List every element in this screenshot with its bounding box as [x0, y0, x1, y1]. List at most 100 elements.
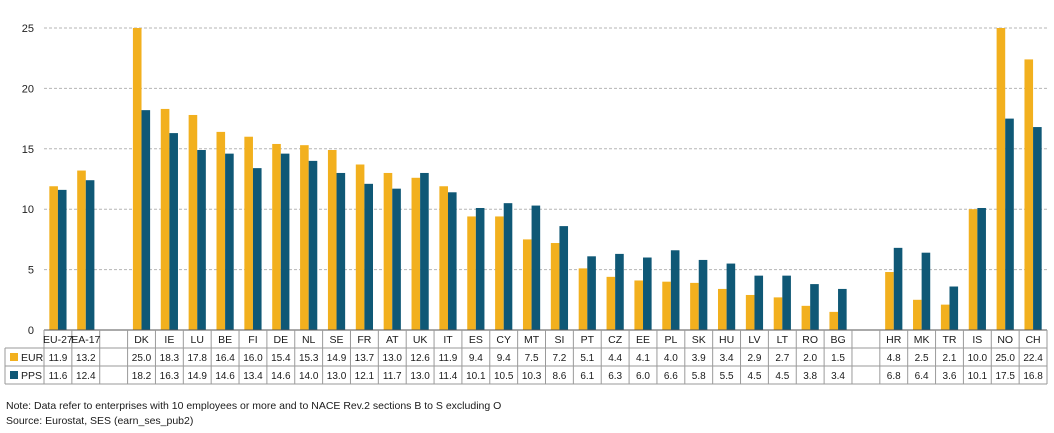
bar-pps: [225, 153, 234, 330]
bar-pps: [559, 226, 569, 330]
y-tick-label: 20: [22, 83, 34, 95]
data-value: 4.5: [748, 371, 762, 382]
data-value: 13.0: [383, 353, 403, 364]
bar-eur: [160, 108, 170, 330]
data-value: 9.4: [469, 353, 483, 364]
category-label: ES: [469, 334, 483, 346]
data-value: 25.0: [132, 353, 152, 364]
data-value: 10.0: [968, 353, 988, 364]
bar-eur: [745, 294, 755, 330]
data-value: 3.4: [831, 371, 845, 382]
data-value: 17.5: [995, 371, 1015, 382]
bar-pps: [754, 275, 764, 330]
bar-pps: [726, 263, 736, 330]
y-tick-label: 10: [22, 204, 34, 216]
bar-eur: [773, 297, 783, 330]
data-value: 2.1: [943, 353, 957, 364]
category-label: IE: [164, 334, 174, 346]
bar-eur: [606, 276, 616, 330]
category-label: CY: [496, 334, 511, 346]
data-value: 6.4: [915, 371, 929, 382]
bar-eur: [662, 281, 671, 330]
data-value: 10.5: [494, 371, 514, 382]
bar-pps: [531, 205, 541, 330]
bar-eur: [411, 177, 421, 330]
legend-label-eur: EUR: [21, 352, 44, 364]
source-note: Source: Eurostat, SES (earn_ses_pub2): [6, 415, 194, 427]
bar-eur: [968, 209, 978, 330]
legend-swatch-pps: [10, 371, 18, 379]
bar-eur: [690, 282, 699, 330]
data-value: 3.9: [692, 353, 706, 364]
data-value: 6.3: [608, 371, 622, 382]
bar-pps: [197, 150, 206, 330]
bar-eur: [913, 299, 922, 330]
bar-pps: [57, 189, 67, 330]
data-value: 4.0: [664, 353, 678, 364]
bar-eur: [550, 243, 560, 330]
data-value: 2.9: [748, 353, 762, 364]
data-value: 12.4: [76, 371, 96, 382]
category-label: SE: [330, 334, 344, 346]
category-label: PL: [664, 334, 677, 346]
data-value: 14.6: [215, 371, 235, 382]
bar-pps: [169, 133, 178, 330]
legend-swatch-eur: [10, 353, 18, 361]
bar-pps: [252, 168, 262, 330]
data-value: 10.3: [522, 371, 542, 382]
data-value: 14.0: [299, 371, 319, 382]
bar-pps: [85, 180, 95, 330]
data-value: 5.1: [580, 353, 594, 364]
bar-eur: [885, 272, 894, 330]
legend-label-pps: PPS: [21, 370, 42, 382]
data-value: 5.5: [720, 371, 734, 382]
data-value: 7.2: [552, 353, 566, 364]
data-value: 11.6: [49, 371, 68, 382]
category-label: DE: [274, 334, 289, 346]
data-value: 3.4: [720, 353, 734, 364]
bar-pps: [1005, 118, 1014, 330]
data-value: 25.0: [995, 353, 1015, 364]
bar-pps: [420, 172, 429, 330]
data-value: 10.1: [968, 371, 988, 382]
bar-eur: [272, 143, 281, 330]
bar-eur: [188, 114, 198, 330]
data-value: 1.5: [831, 353, 845, 364]
category-label: MT: [524, 334, 540, 346]
category-label: SI: [554, 334, 564, 346]
y-axis-ticks: 0 5 10 15 20 25: [22, 23, 34, 337]
bar-eur: [244, 136, 253, 330]
category-label: FR: [357, 334, 371, 346]
bar-eur: [132, 28, 142, 330]
data-value: 18.3: [160, 353, 180, 364]
data-value: 8.6: [552, 371, 566, 382]
data-value: 6.6: [664, 371, 678, 382]
bar-pps: [893, 247, 903, 330]
data-value: 14.9: [188, 371, 208, 382]
data-value: 2.7: [775, 353, 789, 364]
category-label: HR: [886, 334, 902, 346]
category-label: IT: [443, 334, 453, 346]
data-value: 3.6: [943, 371, 957, 382]
data-value: 12.1: [355, 371, 375, 382]
data-value: 18.2: [132, 371, 152, 382]
category-label: MK: [914, 334, 930, 346]
category-label: CH: [1025, 334, 1040, 346]
category-label: NL: [302, 334, 316, 346]
category-label: FI: [248, 334, 257, 346]
data-value: 11.7: [383, 371, 402, 382]
data-value: 2.5: [915, 353, 929, 364]
data-value: 16.8: [1023, 371, 1043, 382]
data-value: 11.9: [49, 353, 68, 364]
bar-eur: [383, 172, 393, 330]
bar-eur: [467, 216, 476, 330]
bar-pps: [141, 110, 151, 330]
category-label: IS: [972, 334, 982, 346]
data-value: 4.8: [887, 353, 901, 364]
bar-eur: [49, 186, 58, 330]
data-value: 16.0: [243, 353, 263, 364]
data-value: 11.9: [439, 353, 458, 364]
bar-pps: [392, 188, 401, 330]
data-value: 16.4: [215, 353, 235, 364]
data-value: 22.4: [1023, 353, 1043, 364]
